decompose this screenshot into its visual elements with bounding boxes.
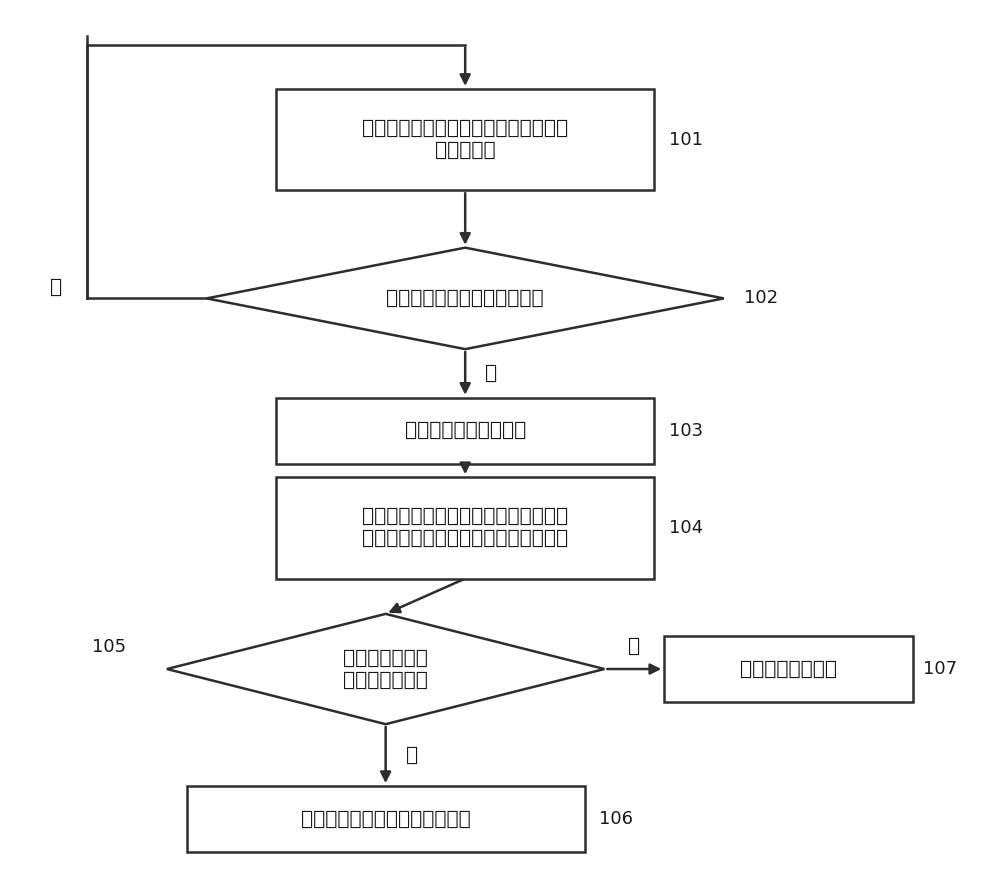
Text: 唤醒该终端的休眠中的其他单元: 唤醒该终端的休眠中的其他单元 [301, 810, 471, 829]
Polygon shape [167, 614, 604, 725]
Text: 103: 103 [669, 422, 703, 440]
Text: 否: 否 [628, 637, 640, 655]
Polygon shape [207, 248, 724, 349]
Text: 是: 是 [406, 746, 418, 765]
Text: 是: 是 [485, 364, 497, 383]
Text: 终端的第一单元在约定频点检测无线信
号的能量值: 终端的第一单元在约定频点检测无线信 号的能量值 [362, 119, 568, 160]
Text: 106: 106 [599, 810, 633, 828]
Text: 该第二单元在预设时间段内接收无线信
号并检测接收到的无线信号的标识编码: 该第二单元在预设时间段内接收无线信 号并检测接收到的无线信号的标识编码 [362, 507, 568, 548]
FancyBboxPatch shape [664, 636, 913, 702]
Text: 105: 105 [92, 638, 126, 656]
Text: 101: 101 [669, 131, 703, 148]
Text: 无线信号中存在
约定的标识编码: 无线信号中存在 约定的标识编码 [343, 648, 428, 689]
Text: 第二单元进入休眠: 第二单元进入休眠 [740, 660, 837, 678]
Text: 否: 否 [50, 278, 62, 297]
Text: 检测到的能量值超过预设阈值: 检测到的能量值超过预设阈值 [386, 289, 544, 308]
Text: 唤醒休眠中的第二单元: 唤醒休眠中的第二单元 [405, 421, 526, 440]
Text: 102: 102 [744, 289, 778, 307]
FancyBboxPatch shape [276, 477, 654, 579]
Text: 104: 104 [669, 519, 703, 537]
FancyBboxPatch shape [187, 786, 585, 852]
Text: 107: 107 [923, 660, 957, 678]
FancyBboxPatch shape [276, 89, 654, 190]
FancyBboxPatch shape [276, 398, 654, 464]
